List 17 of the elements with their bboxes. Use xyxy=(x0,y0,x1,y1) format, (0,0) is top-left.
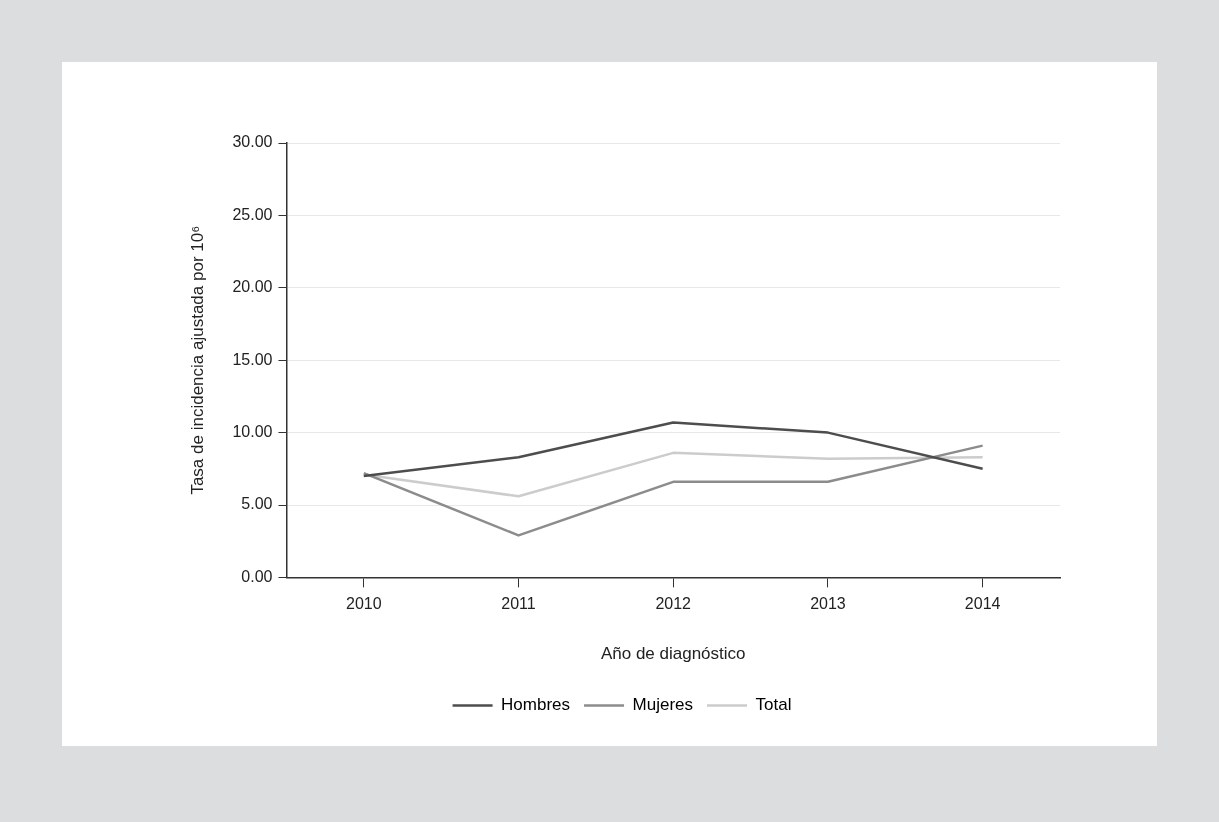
x-axis-title: Año de diagnóstico xyxy=(600,644,746,664)
y-tick-label: 25.00 xyxy=(232,205,273,223)
legend-label: Mujeres xyxy=(632,695,694,715)
x-tick-label: 2011 xyxy=(501,595,536,613)
y-tick-label: 0.00 xyxy=(241,567,273,585)
legend-label: Total xyxy=(755,695,792,715)
x-tick-label: 2010 xyxy=(346,595,382,613)
y-tick-label: 20.00 xyxy=(232,278,273,296)
y-tick-label: 10.00 xyxy=(232,423,273,441)
x-tick-label: 2012 xyxy=(655,595,692,613)
y-tick-label: 30.00 xyxy=(232,133,273,151)
y-tick-label: 15.00 xyxy=(232,350,273,368)
x-tick-label: 2013 xyxy=(810,595,846,613)
y-axis-title: Tasa de incidencia ajustada por 10⁶ xyxy=(187,225,207,495)
y-tick-label: 5.00 xyxy=(241,495,273,513)
legend-label: Hombres xyxy=(501,695,571,715)
x-tick-label: 2014 xyxy=(964,595,1001,613)
